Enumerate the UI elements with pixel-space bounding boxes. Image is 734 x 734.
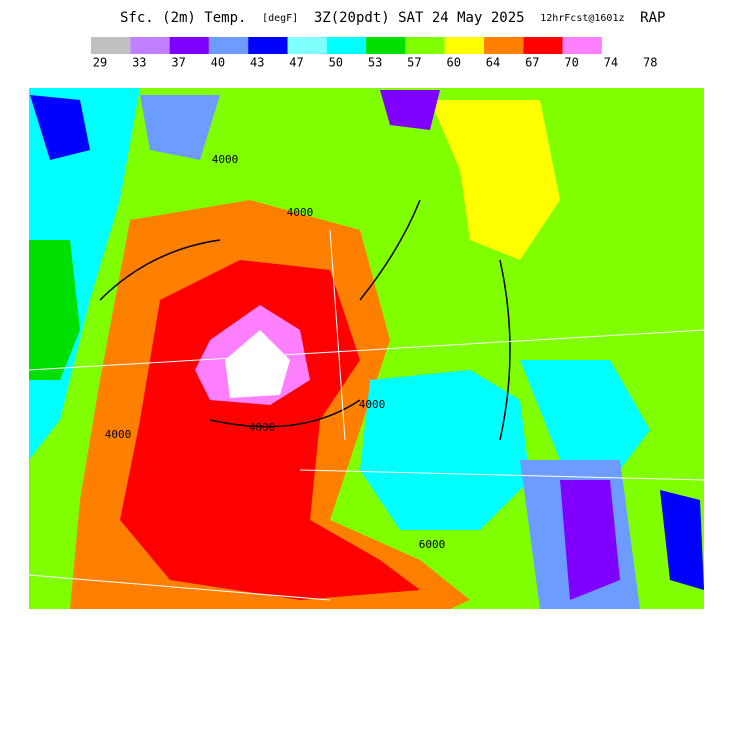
title-field: Sfc. (2m) Temp.: [120, 10, 246, 26]
region: [30, 95, 90, 160]
region: [660, 490, 704, 590]
contour-label: 6000: [419, 538, 446, 551]
contour-label: 4000: [212, 153, 239, 166]
region: [380, 90, 440, 130]
colorbar-label: 57: [407, 56, 421, 70]
colorbar-label: 47: [289, 56, 303, 70]
region: [430, 100, 560, 260]
contour-line: [99, 199, 511, 441]
colorbar-label: 78: [643, 56, 657, 70]
color-swatch: [326, 37, 367, 54]
title-model: RAP: [640, 10, 665, 26]
color-swatch: [366, 37, 406, 54]
color-swatch: [208, 37, 249, 54]
color-swatch: [405, 37, 445, 54]
colorbar-label: 40: [211, 56, 225, 70]
region: [120, 260, 420, 600]
colorbar-label: 33: [132, 56, 146, 70]
colorbar-label: 70: [564, 56, 578, 70]
colorbar-label: 67: [525, 56, 539, 70]
contour-labels: 4000 4000 4000 4000 4000 6000: [105, 153, 446, 551]
color-swatch: [523, 37, 563, 54]
color-swatch: [444, 37, 484, 54]
region: [560, 480, 620, 600]
region: [520, 360, 650, 470]
color-swatch: [484, 37, 524, 54]
contour-label: 4000: [249, 421, 276, 434]
border-line: [29, 229, 704, 601]
contour-label: 4000: [287, 206, 314, 219]
colorbar-label: 53: [368, 56, 382, 70]
contour-label: 4000: [105, 428, 132, 441]
title-units: [degF]: [262, 13, 298, 24]
contour-label: 4000: [359, 398, 386, 411]
colorbar: 29 33 37 40 43 47 50 53 57 60 64 67 70 74 78: [91, 37, 657, 70]
colorbar-label: 50: [329, 56, 343, 70]
color-swatch: [169, 37, 209, 54]
colorbar-label: 74: [604, 56, 618, 70]
title-time: 3Z(20pdt) SAT 24 May 2025: [314, 10, 525, 26]
color-swatch: [130, 37, 170, 54]
color-swatch: [91, 37, 131, 54]
colorbar-label: 64: [486, 56, 500, 70]
colorbar-label: 29: [93, 56, 107, 70]
colorbar-label: 60: [446, 56, 460, 70]
region: [225, 330, 290, 398]
region: [140, 95, 220, 160]
color-swatch: [287, 37, 327, 54]
region: [29, 240, 80, 380]
title: Sfc. (2m) Temp. [degF] 3Z(20pdt) SAT 24 …: [120, 8, 665, 27]
region: [360, 370, 530, 530]
map: 4000 4000 4000 4000 4000 6000: [29, 88, 704, 609]
colorbar-label: 37: [171, 56, 185, 70]
color-swatch: [562, 37, 602, 54]
title-forecast: 12hrFcst@1601z: [540, 13, 624, 24]
color-swatch: [248, 37, 288, 54]
colorbar-label: 43: [250, 56, 264, 70]
